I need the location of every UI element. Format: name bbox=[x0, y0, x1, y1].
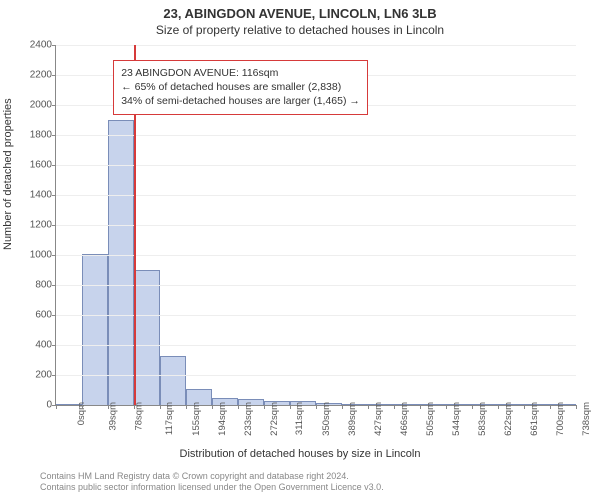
plot-area: 0200400600800100012001400160018002000220… bbox=[55, 45, 576, 406]
y-tick-mark bbox=[52, 315, 56, 316]
x-tick-mark bbox=[238, 405, 239, 409]
x-tick-mark bbox=[368, 405, 369, 409]
x-tick-mark bbox=[186, 405, 187, 409]
y-tick-mark bbox=[52, 195, 56, 196]
y-tick-mark bbox=[52, 255, 56, 256]
x-tick-label: 389sqm bbox=[347, 402, 358, 436]
y-tick-label: 1200 bbox=[18, 220, 52, 231]
x-tick-label: 583sqm bbox=[477, 402, 488, 436]
x-tick-mark bbox=[446, 405, 447, 409]
x-tick-mark bbox=[134, 405, 135, 409]
y-tick-label: 400 bbox=[18, 340, 52, 351]
y-tick-label: 1000 bbox=[18, 250, 52, 261]
y-tick-mark bbox=[52, 45, 56, 46]
info-box-line: 34% of semi-detached houses are larger (… bbox=[121, 94, 360, 108]
x-tick-mark bbox=[472, 405, 473, 409]
x-tick-mark bbox=[550, 405, 551, 409]
y-tick-label: 1400 bbox=[18, 190, 52, 201]
x-tick-label: 622sqm bbox=[503, 402, 514, 436]
x-tick-label: 311sqm bbox=[294, 402, 305, 435]
x-axis-label: Distribution of detached houses by size … bbox=[0, 448, 600, 460]
x-tick-mark bbox=[56, 405, 57, 409]
x-tick-label: 350sqm bbox=[321, 402, 332, 436]
x-tick-label: 272sqm bbox=[269, 402, 280, 436]
y-tick-label: 1600 bbox=[18, 160, 52, 171]
info-box-line: ← 65% of detached houses are smaller (2,… bbox=[121, 80, 360, 94]
y-tick-mark bbox=[52, 225, 56, 226]
x-tick-label: 39sqm bbox=[108, 402, 119, 431]
y-tick-mark bbox=[52, 135, 56, 136]
credits-line2: Contains public sector information licen… bbox=[40, 482, 600, 494]
histogram-bar bbox=[108, 120, 134, 405]
x-tick-label: 233sqm bbox=[243, 402, 254, 436]
y-tick-label: 0 bbox=[18, 400, 52, 411]
y-tick-mark bbox=[52, 285, 56, 286]
y-tick-label: 2400 bbox=[18, 40, 52, 51]
x-tick-label: 78sqm bbox=[134, 402, 145, 431]
info-box-line: 23 ABINGDON AVENUE: 116sqm bbox=[121, 66, 360, 80]
histogram-bar bbox=[82, 254, 108, 406]
x-tick-label: 117sqm bbox=[164, 402, 175, 435]
histogram-bar bbox=[134, 270, 160, 405]
x-tick-label: 194sqm bbox=[217, 402, 228, 436]
x-tick-mark bbox=[576, 405, 577, 409]
x-tick-mark bbox=[212, 405, 213, 409]
histogram-bar bbox=[160, 356, 186, 406]
x-tick-mark bbox=[420, 405, 421, 409]
y-tick-mark bbox=[52, 75, 56, 76]
x-tick-mark bbox=[290, 405, 291, 409]
x-tick-label: 505sqm bbox=[425, 402, 436, 436]
x-tick-mark bbox=[498, 405, 499, 409]
x-tick-label: 738sqm bbox=[581, 402, 592, 436]
y-tick-label: 2000 bbox=[18, 100, 52, 111]
x-tick-label: 544sqm bbox=[451, 402, 462, 436]
x-tick-mark bbox=[264, 405, 265, 409]
info-box: 23 ABINGDON AVENUE: 116sqm← 65% of detac… bbox=[113, 60, 368, 115]
x-tick-label: 661sqm bbox=[529, 402, 540, 436]
x-tick-mark bbox=[82, 405, 83, 409]
credits-line1: Contains HM Land Registry data © Crown c… bbox=[40, 471, 600, 483]
y-tick-label: 800 bbox=[18, 280, 52, 291]
x-tick-label: 466sqm bbox=[399, 402, 410, 436]
y-tick-mark bbox=[52, 165, 56, 166]
chart-title-line1: 23, ABINGDON AVENUE, LINCOLN, LN6 3LB bbox=[0, 6, 600, 21]
x-tick-mark bbox=[394, 405, 395, 409]
y-tick-label: 600 bbox=[18, 310, 52, 321]
y-tick-label: 1800 bbox=[18, 130, 52, 141]
x-tick-label: 155sqm bbox=[191, 402, 202, 436]
y-tick-label: 2200 bbox=[18, 70, 52, 81]
x-tick-label: 427sqm bbox=[373, 402, 384, 436]
y-tick-mark bbox=[52, 375, 56, 376]
x-tick-mark bbox=[342, 405, 343, 409]
x-tick-mark bbox=[108, 405, 109, 409]
x-tick-mark bbox=[316, 405, 317, 409]
x-tick-mark bbox=[160, 405, 161, 409]
y-tick-label: 200 bbox=[18, 370, 52, 381]
x-tick-mark bbox=[524, 405, 525, 409]
y-tick-mark bbox=[52, 345, 56, 346]
chart-title-line2: Size of property relative to detached ho… bbox=[0, 23, 600, 37]
x-tick-label: 700sqm bbox=[555, 402, 566, 436]
y-axis-label: Number of detached properties bbox=[2, 98, 14, 250]
y-tick-mark bbox=[52, 105, 56, 106]
credits: Contains HM Land Registry data © Crown c… bbox=[0, 471, 600, 494]
